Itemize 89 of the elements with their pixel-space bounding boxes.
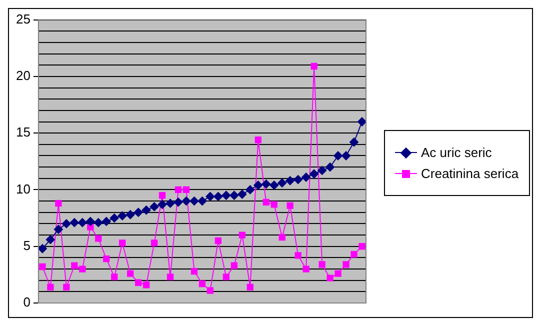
point [166, 274, 174, 280]
point [222, 274, 230, 280]
point [342, 261, 350, 268]
point [254, 136, 262, 144]
point [246, 284, 254, 290]
point [262, 180, 271, 189]
point [78, 218, 87, 228]
point [182, 196, 191, 206]
point [118, 211, 127, 220]
point [318, 166, 327, 175]
point [190, 196, 199, 206]
point [230, 190, 239, 200]
point [70, 218, 79, 228]
point [222, 190, 231, 200]
point [350, 138, 359, 147]
point [166, 198, 175, 208]
point [318, 261, 326, 268]
point [214, 237, 222, 244]
point [326, 274, 334, 282]
point [262, 198, 270, 206]
point [206, 192, 215, 202]
point [79, 266, 86, 272]
point [134, 208, 143, 217]
point [158, 192, 166, 199]
point [286, 202, 294, 209]
legend-label: Ac uric seric [421, 145, 492, 160]
point [270, 201, 278, 208]
point [47, 284, 54, 290]
point [103, 255, 110, 262]
point [38, 244, 47, 254]
point [342, 151, 351, 160]
point [182, 186, 190, 194]
point [270, 180, 279, 190]
point [134, 279, 142, 286]
point [334, 270, 342, 277]
point [71, 262, 78, 269]
point [39, 263, 46, 270]
point [246, 185, 255, 194]
point [54, 224, 63, 234]
y-tick-label: 25 [16, 11, 30, 26]
y-tick-label: 5 [23, 238, 30, 253]
point [46, 235, 55, 244]
point [190, 268, 198, 275]
point [358, 117, 367, 126]
point [127, 270, 134, 277]
point [158, 200, 167, 209]
point [310, 169, 319, 178]
point [55, 200, 62, 207]
point [142, 282, 150, 288]
point [102, 216, 111, 226]
point [198, 196, 207, 206]
point [358, 243, 366, 250]
point [310, 62, 318, 70]
point [230, 262, 238, 269]
point [206, 287, 214, 294]
point [126, 210, 135, 220]
point [142, 206, 151, 215]
y-tick-label: 15 [16, 124, 30, 140]
point [302, 266, 310, 272]
point [278, 178, 287, 188]
y-tick-label: 0 [23, 294, 30, 310]
point [94, 218, 103, 228]
point [119, 240, 126, 246]
point [63, 284, 70, 290]
point [174, 198, 183, 207]
point [110, 214, 119, 223]
point [62, 219, 71, 228]
point [198, 280, 206, 288]
point [111, 274, 118, 280]
legend-label: Creatinina serica [421, 166, 519, 181]
point [302, 172, 311, 182]
point [150, 202, 159, 212]
point [238, 190, 247, 199]
point [214, 192, 223, 202]
point [294, 252, 302, 259]
point [254, 180, 263, 190]
point [286, 176, 295, 186]
point [150, 240, 158, 246]
point [174, 186, 182, 194]
y-tick-label: 10 [16, 181, 30, 196]
point [238, 232, 246, 238]
y-tick-label: 20 [16, 68, 30, 84]
point [350, 250, 358, 258]
point [334, 151, 343, 160]
point [294, 175, 303, 184]
point [95, 235, 102, 242]
point [326, 162, 335, 172]
point [86, 216, 95, 226]
point [278, 234, 286, 241]
